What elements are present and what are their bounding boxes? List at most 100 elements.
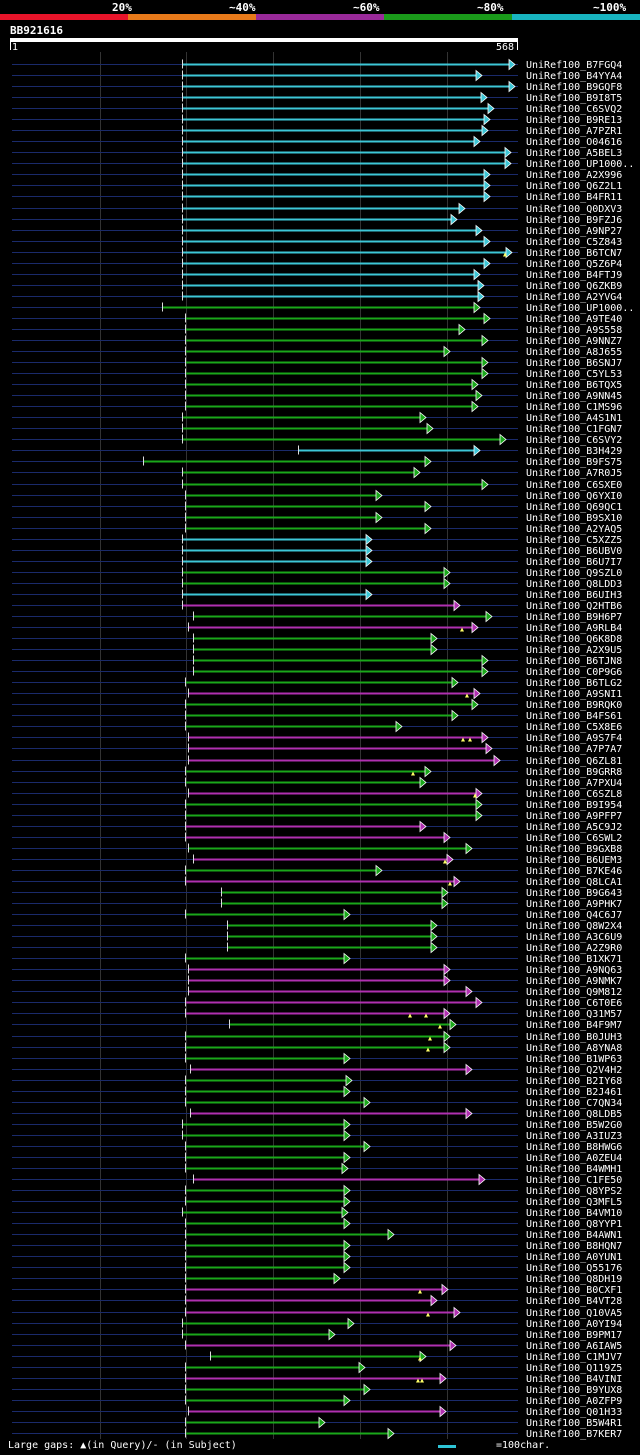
hit-label[interactable]: UniRef100_B4YYA4 [526, 71, 622, 82]
hit-label[interactable]: UniRef100_B4VM10 [526, 1208, 622, 1219]
hit-row[interactable]: UniRef100_B6U7I7 [12, 555, 622, 569]
hit-label[interactable]: UniRef100_Q9M812 [526, 987, 622, 998]
hit-row[interactable]: UniRef100_C6SWL2 [12, 831, 622, 845]
hit-row[interactable]: UniRef100_Q8LCA1 [12, 875, 622, 889]
hit-label[interactable]: UniRef100_C6SVQ2 [526, 104, 622, 115]
hit-row[interactable]: UniRef100_Q6ZKB9 [12, 279, 622, 293]
hit-row[interactable]: UniRef100_B9SX10 [12, 511, 622, 525]
hit-label[interactable]: UniRef100_C5Z843 [526, 237, 622, 248]
hit-row[interactable]: UniRef100_Q6ZL81 [12, 754, 622, 768]
hit-row[interactable]: UniRef100_B9PM17 [12, 1328, 622, 1342]
hit-label[interactable]: UniRef100_B3H429 [526, 446, 622, 457]
hit-row[interactable]: UniRef100_A2YVG4 [12, 290, 622, 304]
hit-row[interactable]: UniRef100_A9NNZ7 [12, 334, 622, 348]
hit-label[interactable]: UniRef100_B9GXB8 [526, 844, 622, 855]
hit-row[interactable]: UniRef100_A9PFP7 [12, 809, 622, 823]
hit-label[interactable]: UniRef100_O04616 [526, 137, 622, 148]
hit-label[interactable]: UniRef100_Q01H33 [526, 1407, 622, 1418]
hit-row[interactable]: UniRef100_A0ZEU4 [12, 1151, 622, 1165]
hit-row[interactable]: UniRef100_Q9SZL0 [12, 566, 622, 580]
hit-row[interactable]: UniRef100_A0ZFP9 [12, 1394, 622, 1408]
hit-label[interactable]: UniRef100_A0YUN1 [526, 1252, 622, 1263]
hit-label[interactable]: UniRef100_C5X8E6 [526, 722, 622, 733]
hit-row[interactable]: UniRef100_C1MJV7 [12, 1350, 622, 1364]
hit-row[interactable]: UniRef100_Q55176 [12, 1261, 622, 1275]
hit-label[interactable]: UniRef100_Q4C6J7 [526, 910, 622, 921]
hit-row[interactable]: UniRef100_Q8DH19 [12, 1272, 622, 1286]
hit-row[interactable]: UniRef100_A5BEL3 [12, 146, 622, 160]
hit-row[interactable]: UniRef100_C0P9G6 [12, 665, 622, 679]
hit-label[interactable]: UniRef100_B4WMH1 [526, 1164, 622, 1175]
hit-row[interactable]: UniRef100_B9I8T5 [12, 91, 622, 105]
hit-label[interactable]: UniRef100_C5XZZ5 [526, 535, 622, 546]
hit-label[interactable]: UniRef100_B6UIH3 [526, 590, 622, 601]
hit-label[interactable]: UniRef100_B6TQX5 [526, 380, 622, 391]
hit-label[interactable]: UniRef100_Q8YPS2 [526, 1186, 622, 1197]
hit-label[interactable]: UniRef100_Q9SZL0 [526, 568, 622, 579]
hit-row[interactable]: UniRef100_B4WMH1 [12, 1162, 622, 1176]
hit-row[interactable]: UniRef100_C5YL53 [12, 367, 622, 381]
hit-row[interactable]: UniRef100_A7P7A7 [12, 742, 622, 756]
hit-label[interactable]: UniRef100_A9S7F4 [526, 733, 622, 744]
hit-label[interactable]: UniRef100_B4FR11 [526, 192, 622, 203]
hit-label[interactable]: UniRef100_Q8LDB5 [526, 1109, 622, 1120]
hit-label[interactable]: UniRef100_B7FGQ4 [526, 60, 622, 71]
hit-label[interactable]: UniRef100_B8HQN7 [526, 1241, 622, 1252]
hit-row[interactable]: UniRef100_A2Z9R0 [12, 941, 622, 955]
hit-row[interactable]: UniRef100_B9H6P7 [12, 610, 622, 624]
hit-label[interactable]: UniRef100_A7P7A7 [526, 744, 622, 755]
hit-label[interactable]: UniRef100_B9GRR8 [526, 767, 622, 778]
hit-row[interactable]: UniRef100_A3C6U9 [12, 930, 622, 944]
hit-row[interactable]: UniRef100_A3IUZ3 [12, 1129, 622, 1143]
hit-label[interactable]: UniRef100_A9NP27 [526, 226, 622, 237]
hit-row[interactable]: UniRef100_A9S558 [12, 323, 622, 337]
hit-row[interactable]: UniRef100_B8HWG6 [12, 1140, 622, 1154]
hit-row[interactable]: UniRef100_Q69QC1 [12, 500, 622, 514]
hit-row[interactable]: UniRef100_Q8W2X4 [12, 919, 622, 933]
hit-label[interactable]: UniRef100_B6UEM3 [526, 855, 622, 866]
hit-label[interactable]: UniRef100_C6SXE0 [526, 480, 622, 491]
hit-label[interactable]: UniRef100_A7R0J5 [526, 468, 622, 479]
hit-row[interactable]: UniRef100_B9GRR8 [12, 765, 622, 779]
hit-label[interactable]: UniRef100_B2IY68 [526, 1076, 622, 1087]
hit-row[interactable]: UniRef100_A2X9U5 [12, 643, 622, 657]
hit-label[interactable]: UniRef100_B2J461 [526, 1087, 622, 1098]
hit-label[interactable]: UniRef100_Q0DXV3 [526, 204, 622, 215]
hit-label[interactable]: UniRef100_B4F9M7 [526, 1020, 622, 1031]
hit-row[interactable]: UniRef100_A9PHK7 [12, 897, 622, 911]
hit-label[interactable]: UniRef100_B4FTJ9 [526, 270, 622, 281]
hit-label[interactable]: UniRef100_Q2V4H2 [526, 1065, 622, 1076]
hit-row[interactable]: UniRef100_B6SNJ7 [12, 356, 622, 370]
hit-row[interactable]: UniRef100_B4FS61 [12, 709, 622, 723]
hit-row[interactable]: UniRef100_B9GXB8 [12, 842, 622, 856]
hit-row[interactable]: UniRef100_B0JUH3 [12, 1030, 622, 1044]
hit-label[interactable]: UniRef100_A5BEL3 [526, 148, 622, 159]
hit-label[interactable]: UniRef100_B9FZJ6 [526, 215, 622, 226]
hit-row[interactable]: UniRef100_B6TJN8 [12, 654, 622, 668]
hit-label[interactable]: UniRef100_Q119Z5 [526, 1363, 622, 1374]
hit-label[interactable]: UniRef100_A2Z9R0 [526, 943, 622, 954]
hit-row[interactable]: UniRef100_B1WP63 [12, 1052, 622, 1066]
hit-row[interactable]: UniRef100_A9NMK7 [12, 974, 622, 988]
hit-label[interactable]: UniRef100_B7KE46 [526, 866, 622, 877]
hit-label[interactable]: UniRef100_B9G643 [526, 888, 622, 899]
hit-label[interactable]: UniRef100_B4FS61 [526, 711, 622, 722]
hit-row[interactable]: UniRef100_A8YNA8 [12, 1041, 622, 1055]
hit-label[interactable]: UniRef100_B6UBV0 [526, 546, 622, 557]
hit-label[interactable]: UniRef100_A5C9J2 [526, 822, 622, 833]
hit-row[interactable]: UniRef100_B6TLG2 [12, 676, 622, 690]
hit-label[interactable]: UniRef100_B5W2G0 [526, 1120, 622, 1131]
hit-row[interactable]: UniRef100_B4FR11 [12, 190, 622, 204]
hit-row[interactable]: UniRef100_Q4C6J7 [12, 908, 622, 922]
hit-row[interactable]: UniRef100_B9FS75 [12, 455, 622, 469]
hit-row[interactable]: UniRef100_B5W2G0 [12, 1118, 622, 1132]
hit-label[interactable]: UniRef100_A9TE40 [526, 314, 622, 325]
hit-row[interactable]: UniRef100_Q6YXI0 [12, 489, 622, 503]
hit-row[interactable]: UniRef100_A9TE40 [12, 312, 622, 326]
hit-label[interactable]: UniRef100_B5W4R1 [526, 1418, 622, 1429]
hit-label[interactable]: UniRef100_B9FS75 [526, 457, 622, 468]
hit-label[interactable]: UniRef100_A3C6U9 [526, 932, 622, 943]
hit-row[interactable]: UniRef100_A9RLB4 [12, 621, 622, 635]
hit-row[interactable]: UniRef100_A9S7F4 [12, 731, 622, 745]
hit-label[interactable]: UniRef100_C0P9G6 [526, 667, 622, 678]
